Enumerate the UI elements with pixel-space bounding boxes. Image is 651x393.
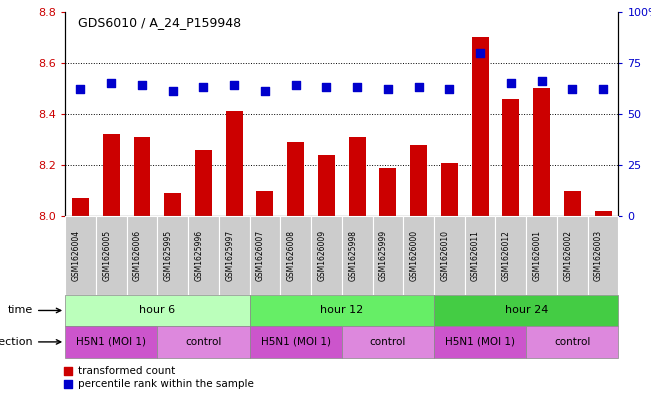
Text: GSM1626010: GSM1626010: [440, 230, 449, 281]
Bar: [349, 137, 366, 216]
Text: GSM1626005: GSM1626005: [102, 230, 111, 281]
Point: [167, 88, 178, 95]
Point: [475, 50, 485, 56]
Point: [106, 80, 117, 86]
Text: control: control: [370, 337, 406, 347]
Bar: [533, 88, 550, 216]
Point: [567, 86, 577, 93]
Bar: [472, 37, 488, 216]
Text: GDS6010 / A_24_P159948: GDS6010 / A_24_P159948: [78, 16, 242, 29]
Bar: [72, 198, 89, 216]
Bar: [594, 211, 611, 216]
Point: [413, 84, 424, 90]
Bar: [564, 191, 581, 216]
Text: GSM1626001: GSM1626001: [533, 230, 542, 281]
Text: hour 6: hour 6: [139, 305, 175, 316]
Bar: [503, 99, 519, 216]
Text: control: control: [554, 337, 590, 347]
Text: hour 24: hour 24: [505, 305, 548, 316]
Text: GSM1626007: GSM1626007: [256, 230, 265, 281]
Text: H5N1 (MOI 1): H5N1 (MOI 1): [445, 337, 515, 347]
Text: infection: infection: [0, 337, 33, 347]
Text: GSM1625996: GSM1625996: [195, 230, 203, 281]
Text: percentile rank within the sample: percentile rank within the sample: [78, 379, 254, 389]
Text: GSM1626011: GSM1626011: [471, 230, 480, 281]
Text: GSM1626012: GSM1626012: [502, 230, 511, 281]
Bar: [441, 162, 458, 216]
Point: [76, 86, 86, 93]
Text: H5N1 (MOI 1): H5N1 (MOI 1): [260, 337, 331, 347]
Bar: [410, 145, 427, 216]
Bar: [318, 155, 335, 216]
Bar: [103, 134, 120, 216]
Text: GSM1626008: GSM1626008: [286, 230, 296, 281]
Bar: [133, 137, 150, 216]
Text: GSM1626006: GSM1626006: [133, 230, 142, 281]
Bar: [226, 112, 243, 216]
Text: hour 12: hour 12: [320, 305, 363, 316]
Point: [506, 80, 516, 86]
Text: GSM1625995: GSM1625995: [163, 230, 173, 281]
Point: [260, 88, 270, 95]
Bar: [380, 168, 396, 216]
Point: [63, 381, 74, 387]
Text: GSM1626003: GSM1626003: [594, 230, 603, 281]
Bar: [256, 191, 273, 216]
Point: [137, 82, 147, 88]
Text: GSM1626002: GSM1626002: [563, 230, 572, 281]
Point: [198, 84, 208, 90]
Point: [536, 78, 547, 84]
Point: [444, 86, 454, 93]
Text: GSM1626004: GSM1626004: [72, 230, 81, 281]
Text: time: time: [7, 305, 33, 316]
Text: GSM1625998: GSM1625998: [348, 230, 357, 281]
Point: [352, 84, 363, 90]
Text: GSM1625999: GSM1625999: [379, 230, 388, 281]
Text: GSM1626009: GSM1626009: [318, 230, 326, 281]
Text: transformed count: transformed count: [78, 366, 175, 376]
Text: GSM1626000: GSM1626000: [409, 230, 419, 281]
Text: H5N1 (MOI 1): H5N1 (MOI 1): [76, 337, 146, 347]
Text: GSM1625997: GSM1625997: [225, 230, 234, 281]
Point: [63, 368, 74, 375]
Bar: [195, 150, 212, 216]
Point: [321, 84, 331, 90]
Point: [383, 86, 393, 93]
Bar: [164, 193, 181, 216]
Point: [290, 82, 301, 88]
Point: [229, 82, 240, 88]
Text: control: control: [186, 337, 221, 347]
Point: [598, 86, 608, 93]
Bar: [287, 142, 304, 216]
